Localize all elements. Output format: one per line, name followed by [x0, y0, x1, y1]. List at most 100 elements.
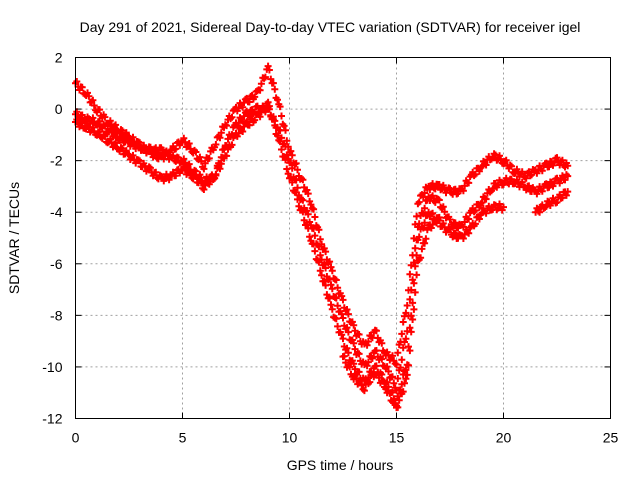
x-tick-label: 15 [389, 430, 405, 446]
data-point [326, 275, 334, 283]
data-point [344, 328, 352, 336]
data-point [327, 301, 335, 309]
data-point [96, 106, 104, 114]
data-point [403, 371, 411, 379]
data-point [304, 224, 312, 232]
data-point [110, 140, 118, 148]
data-point [310, 240, 318, 248]
data-point [269, 115, 277, 123]
data-point [405, 361, 412, 369]
data-point [287, 159, 295, 167]
data-point [288, 178, 296, 186]
data-point [538, 187, 546, 195]
series-track-5 [532, 188, 572, 216]
data-point [316, 267, 324, 275]
data-point [538, 167, 546, 175]
data-point [410, 305, 418, 313]
data-point [269, 79, 277, 87]
data-point [545, 183, 553, 191]
data-point [315, 258, 323, 266]
data-point [459, 187, 467, 195]
data-point [553, 154, 561, 162]
data-point [356, 377, 364, 385]
data-point [339, 296, 347, 304]
x-axis-label: GPS time / hours [287, 457, 394, 473]
data-point [265, 102, 273, 110]
data-point [415, 233, 423, 241]
data-point [271, 121, 279, 129]
data-point [553, 198, 561, 206]
data-point [294, 166, 301, 174]
data-point [522, 174, 530, 182]
data-point [311, 232, 319, 240]
data-point [542, 159, 550, 167]
data-point [299, 208, 307, 216]
data-point [343, 324, 351, 332]
data-point [471, 220, 479, 228]
data-point [564, 172, 572, 180]
data-point [326, 258, 334, 266]
data-point [129, 151, 137, 159]
data-point [328, 305, 336, 313]
data-point [364, 358, 372, 366]
data-point [379, 377, 387, 385]
data-point [403, 302, 411, 309]
data-point [267, 111, 275, 119]
x-tick-label: 0 [72, 430, 80, 446]
data-point [256, 86, 264, 94]
data-point [534, 207, 542, 215]
data-point [441, 208, 449, 216]
data-point [294, 195, 301, 203]
data-point [433, 219, 441, 227]
data-point [399, 318, 407, 326]
series-track-2 [72, 102, 572, 394]
data-point [265, 66, 273, 74]
data-point [158, 146, 166, 154]
data-point [564, 162, 572, 170]
data-point [364, 338, 372, 345]
data-point [338, 310, 346, 318]
data-point [112, 129, 120, 137]
data-point [196, 153, 204, 161]
data-point [197, 157, 205, 165]
data-point [175, 154, 182, 162]
data-point [526, 172, 534, 180]
data-point [129, 138, 137, 145]
data-point [101, 122, 109, 130]
data-point [310, 205, 318, 213]
data-point [73, 78, 81, 85]
data-point [446, 226, 454, 234]
data-point [477, 164, 485, 172]
data-point [366, 378, 374, 386]
data-point [564, 188, 572, 196]
data-point [278, 146, 285, 153]
x-tick-label: 10 [282, 430, 298, 446]
y-tick-label: 0 [55, 101, 63, 117]
data-point [320, 261, 328, 268]
data-point [521, 173, 529, 181]
data-point [110, 122, 118, 130]
data-point [411, 288, 419, 296]
y-tick-label: -4 [50, 204, 63, 220]
data-point [322, 281, 330, 289]
data-point [502, 156, 510, 164]
data-point [350, 339, 358, 347]
data-point [118, 127, 126, 135]
data-point [435, 213, 443, 221]
data-point [185, 160, 193, 168]
x-tick-label: 25 [603, 430, 619, 446]
data-point [556, 179, 564, 187]
data-point [112, 121, 120, 129]
data-point [525, 182, 533, 190]
data-point [192, 173, 200, 180]
data-point [363, 341, 371, 349]
data-point [339, 314, 347, 322]
data-point [378, 355, 386, 363]
data-point [275, 136, 283, 144]
data-point [477, 200, 485, 208]
data-point [386, 389, 394, 397]
data-point [205, 180, 213, 188]
data-point [421, 239, 429, 247]
data-point [276, 103, 284, 111]
